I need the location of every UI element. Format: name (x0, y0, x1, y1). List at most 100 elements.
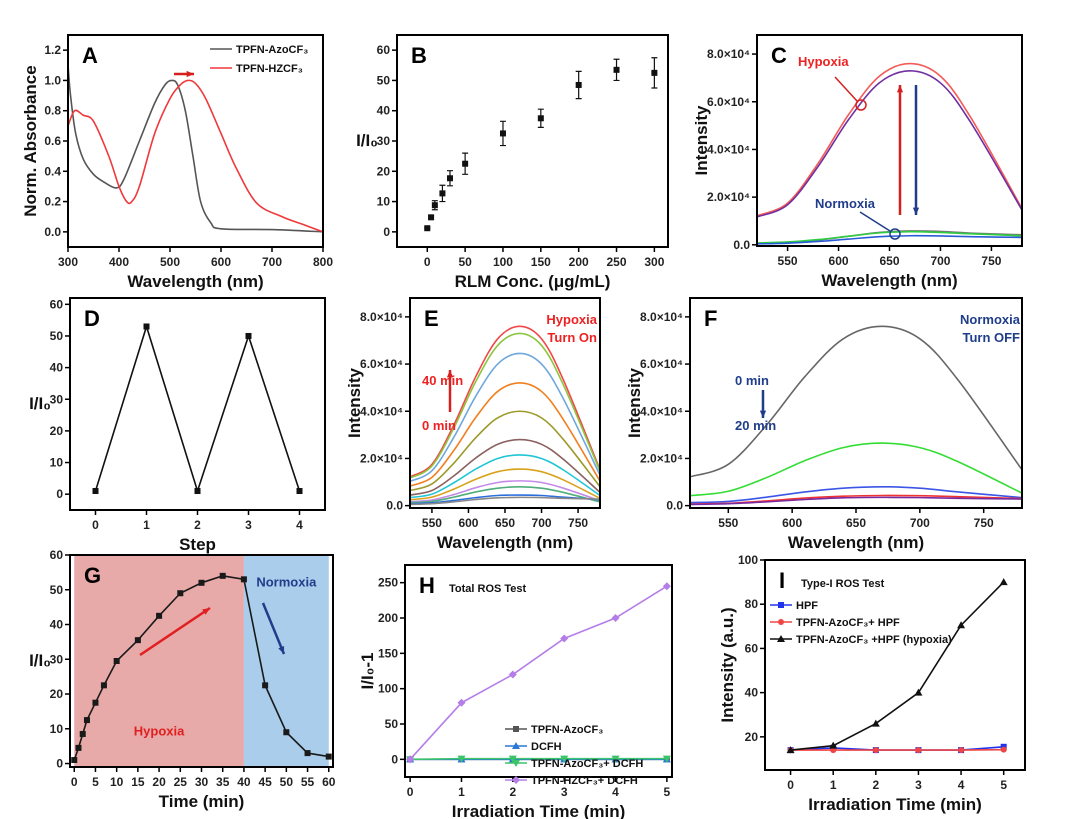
series-line-0 (757, 62, 1022, 217)
series-line-3 (410, 382, 600, 487)
x-tick-label: 550 (778, 254, 798, 268)
data-point (262, 682, 269, 689)
legend-marker (512, 760, 520, 767)
panel-F: 550 600 650 700 750 0.0 2.0×10⁴ 4.0×10⁴ 6.0×10⁴ 8… (625, 297, 1023, 552)
data-point (829, 741, 838, 749)
y-tick-label: 60 (50, 297, 64, 311)
x-axis-label: Wavelength (nm) (821, 271, 957, 290)
series-group (92, 323, 303, 495)
y-tick-label: 30 (50, 652, 64, 666)
y-tick-label: 60 (50, 548, 64, 562)
x-tick-label: 800 (313, 255, 333, 269)
data-point (872, 747, 879, 754)
y-tick-label: 0.0 (733, 238, 750, 252)
y-tick-label: 80 (745, 597, 759, 611)
series-line-7 (410, 468, 600, 501)
y-tick-label: 0.4 (44, 164, 61, 178)
x-tick-label: 650 (495, 516, 515, 530)
x-axis-label: Irradiation Time (min) (808, 795, 982, 814)
panel-I: 0 1 2 3 4 5 20 40 60 80 100 Irradiation Time (min) I… (718, 553, 1026, 814)
data-point (508, 670, 517, 679)
data-point (156, 612, 163, 619)
y-tick-label: 30 (50, 392, 64, 406)
x-tick-label: 3 (915, 778, 922, 792)
series-group (757, 62, 1022, 245)
x-tick-label: 2 (194, 518, 201, 532)
x-tick-label: 1 (143, 518, 150, 532)
y-tick-label: 1.2 (44, 43, 61, 57)
data-point (462, 160, 469, 167)
x-tick-label: 3 (245, 518, 252, 532)
legend-marker (512, 776, 520, 784)
data-point (871, 719, 880, 727)
plot-frame (67, 34, 324, 248)
y-tick-label: 250 (378, 576, 398, 590)
data-point (194, 488, 201, 495)
panel-label: H (419, 573, 435, 598)
series-line-2 (410, 352, 600, 483)
y-tick-label: 10 (50, 722, 64, 736)
data-point (100, 682, 107, 689)
data-point (406, 755, 415, 764)
panel-label: C (771, 43, 787, 68)
data-point (446, 175, 453, 182)
x-tick-label: 20 (152, 775, 166, 789)
time-down-arrow (759, 390, 767, 418)
y-tick-label: 4.0×10⁴ (640, 404, 683, 418)
data-point (914, 688, 923, 696)
data-point (537, 115, 544, 122)
data-point (198, 579, 205, 586)
panel-A: 300 400 500 600 700 800 0.0 0.2 0.4 0.6 0.8 1.0 1.2 W… (21, 34, 333, 291)
plot-frame (69, 297, 326, 511)
x-tick-label: 5 (1000, 778, 1007, 792)
region-label: Normoxia (256, 574, 317, 589)
y-axis-label: Intensity (625, 368, 644, 438)
y-tick-label: 20 (745, 730, 759, 744)
data-point (560, 755, 569, 763)
panel-label: G (84, 563, 101, 588)
x-tick-label: 300 (644, 255, 664, 269)
x-tick-label: 50 (280, 775, 294, 789)
annotation: Normoxia (960, 312, 1021, 327)
y-tick-label: 150 (378, 646, 398, 660)
y-tick-label: 0 (391, 752, 398, 766)
hypoxia-marker-circle (855, 99, 867, 111)
y-tick-label: 0 (56, 487, 63, 501)
x-tick-label: 750 (981, 254, 1001, 268)
y-tick-label: 0.8 (44, 104, 61, 118)
annotation: 0 min (422, 418, 456, 433)
data-point (428, 214, 435, 221)
panel-label: D (84, 306, 100, 331)
y-tick-label: 0.0 (386, 499, 403, 513)
y-tick-label: 40 (50, 361, 64, 375)
legend-label: TPFN-AzoCF₃+ HPF (796, 617, 900, 629)
legend-marker (778, 602, 784, 608)
x-tick-label: 5 (92, 775, 99, 789)
y-tick-label: 1.0 (44, 73, 61, 87)
series-line-4 (410, 410, 600, 492)
x-axis-label: Irradiation Time (min) (452, 802, 626, 819)
y-tick-label: 6.0×10⁴ (360, 357, 403, 371)
x-tick-label: 600 (458, 516, 478, 530)
x-tick-label: 60 (322, 775, 336, 789)
plot-frame (689, 297, 1023, 509)
x-tick-label: 0 (424, 255, 431, 269)
hypoxia-arrow (896, 85, 904, 215)
arrow-shaft (139, 606, 211, 657)
x-tick-label: 30 (195, 775, 209, 789)
panel-label: F (704, 306, 717, 331)
x-tick-label: 150 (531, 255, 551, 269)
data-point (662, 755, 671, 763)
data-point (508, 755, 517, 763)
arrow-head (896, 85, 904, 93)
annotation: Turn OFF (962, 330, 1020, 345)
x-tick-label: 2 (509, 785, 516, 799)
x-axis-label: Wavelength (nm) (437, 533, 573, 552)
series-line-3 (757, 230, 1022, 244)
series-line-11 (410, 496, 600, 506)
panel-E: 550 600 650 700 750 0.0 2.0×10⁴ 4.0×10⁴ 6.0×10⁴ 8… (345, 297, 601, 552)
plot-frame (404, 564, 673, 778)
annotation: Normoxia (815, 196, 876, 211)
x-tick-label: 4 (612, 785, 619, 799)
